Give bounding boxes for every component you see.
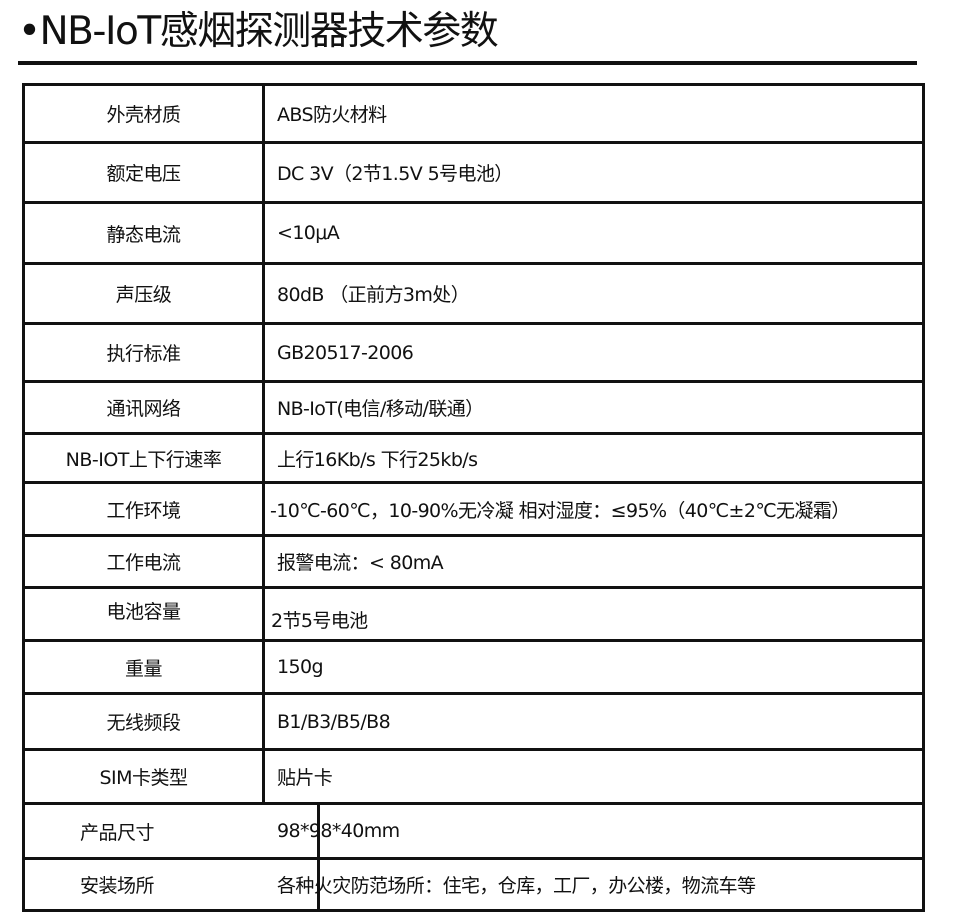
spec-value: 80dB （正前方3m处） [277, 284, 470, 306]
table-row: 声压级 80dB （正前方3m处） [22, 262, 925, 322]
spec-label: 电池容量 [25, 589, 265, 639]
table-row: NB-IOT上下行速率 上行16Kb/s 下行25kb/s [22, 432, 925, 481]
spec-label: 静态电流 [25, 204, 265, 262]
table-row: 电池容量 2节5号电池 [22, 586, 925, 639]
spec-value: 上行16Kb/s 下行25kb/s [277, 448, 478, 471]
table-row: 工作电流 报警电流：< 80mA [22, 534, 925, 586]
table-row: 安装场所 各种火灾防范场所：住宅，仓库，工厂，办公楼，物流车等 [22, 857, 925, 912]
spec-label: 执行标准 [25, 325, 265, 380]
spec-value: 2节5号电池 [271, 610, 368, 632]
spec-value: 报警电流：< 80mA [277, 552, 444, 574]
spec-value: ABS防火材料 [277, 104, 387, 126]
spec-label: 产品尺寸 [25, 805, 320, 857]
spec-label: SIM卡类型 [25, 751, 265, 802]
spec-value: 98*98*40mm [277, 820, 400, 842]
table-row: 产品尺寸 98*98*40mm [22, 802, 925, 857]
spec-label: NB-IOT上下行速率 [25, 435, 265, 481]
spec-label: 无线频段 [25, 695, 265, 748]
spec-value: DC 3V（2节1.5V 5号电池） [277, 163, 513, 185]
spec-value: GB20517-2006 [277, 341, 414, 364]
spec-value: -10℃-60℃，10-90%无冷凝 相对湿度：≤95%（40℃±2℃无凝霜） [270, 499, 850, 522]
table-row: 重量 150g [22, 639, 925, 692]
title-underline [18, 61, 917, 65]
spec-label: 外壳材质 [25, 86, 265, 141]
spec-value: B1/B3/B5/B8 [277, 710, 391, 733]
page-title: •NB-IoT感烟探测器技术参数 [18, 9, 499, 54]
table-row: 执行标准 GB20517-2006 [22, 322, 925, 380]
spec-label: 额定电压 [25, 144, 265, 201]
spec-label: 声压级 [25, 265, 265, 322]
table-row: 无线频段 B1/B3/B5/B8 [22, 692, 925, 748]
table-row: 额定电压 DC 3V（2节1.5V 5号电池） [22, 141, 925, 201]
spec-label: 安装场所 [25, 860, 320, 909]
spec-value: NB-IoT(电信/移动/联通） [277, 398, 484, 420]
table-row: 外壳材质 ABS防火材料 [22, 83, 925, 141]
table-row: 静态电流 <10μA [22, 201, 925, 262]
table-row: SIM卡类型 贴片卡 [22, 748, 925, 802]
spec-value: <10μA [277, 222, 340, 244]
spec-label: 通讯网络 [25, 383, 265, 432]
spec-label: 重量 [25, 642, 265, 692]
spec-label: 工作电流 [25, 537, 265, 586]
spec-value: 150g [277, 656, 324, 678]
spec-value: 各种火灾防范场所：住宅，仓库，工厂，办公楼，物流车等 [277, 875, 756, 897]
table-row: 通讯网络 NB-IoT(电信/移动/联通） [22, 380, 925, 432]
table-row: 工作环境 -10℃-60℃，10-90%无冷凝 相对湿度：≤95%（40℃±2℃无… [22, 481, 925, 534]
spec-value: 贴片卡 [277, 767, 333, 789]
spec-label: 工作环境 [25, 484, 265, 534]
